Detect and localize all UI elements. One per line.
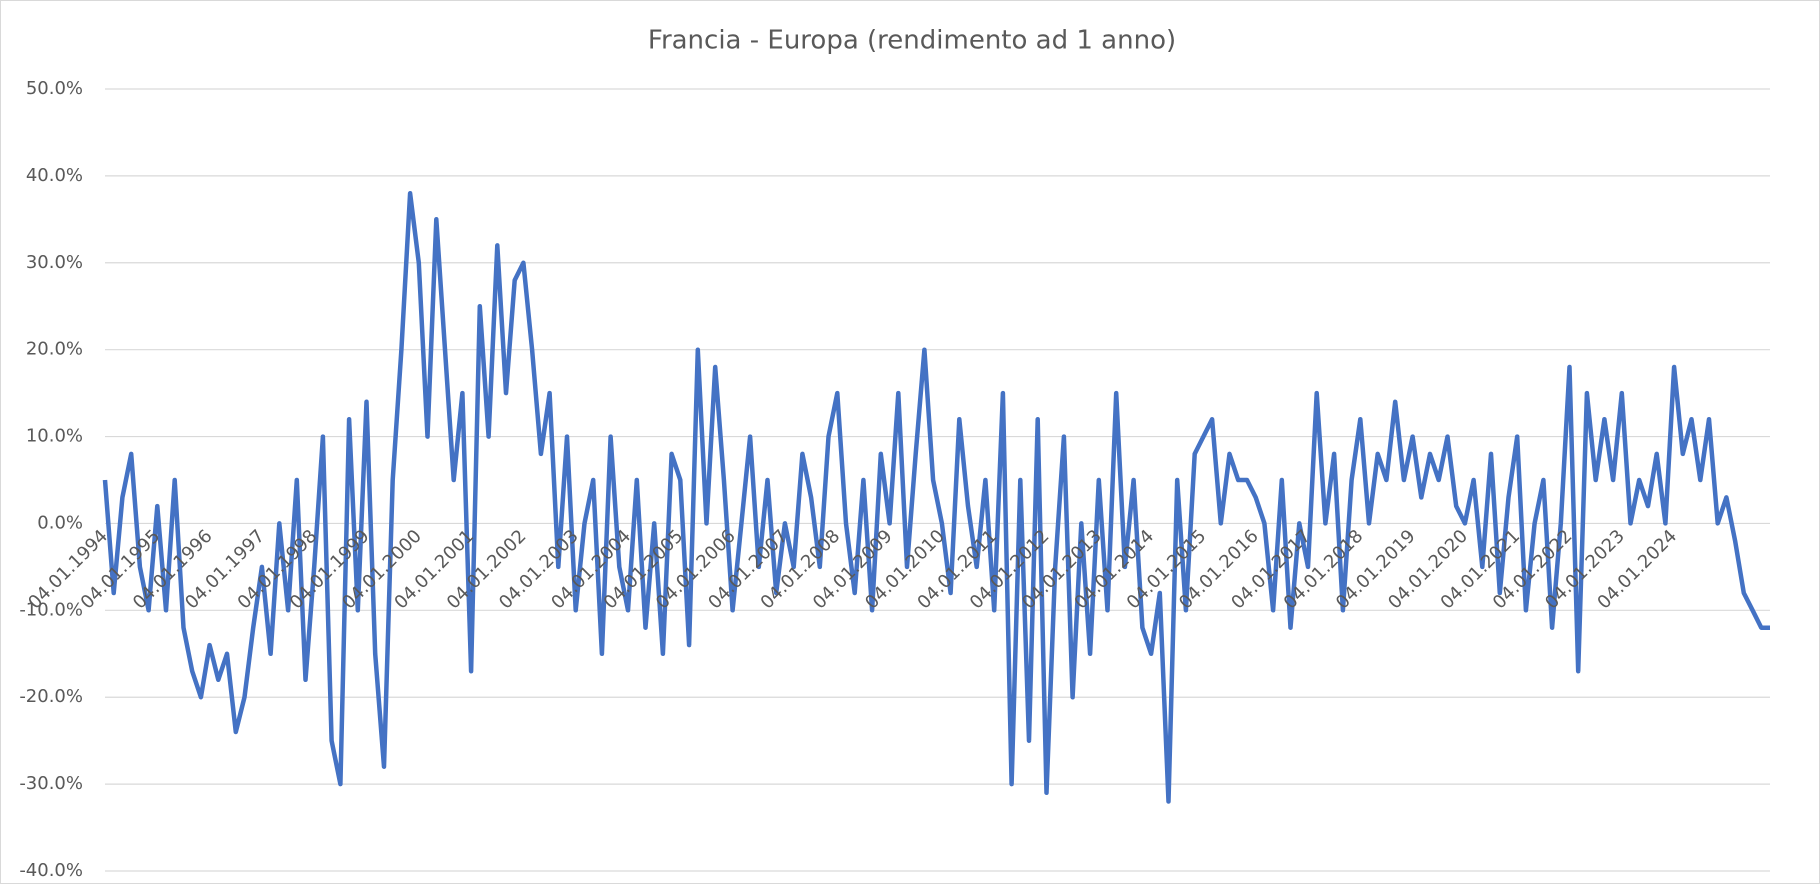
y-tick-label: -20.0% <box>19 686 83 707</box>
y-tick-label: 40.0% <box>26 165 83 186</box>
y-tick-label: -40.0% <box>19 860 83 881</box>
y-tick-label: 0.0% <box>37 512 83 533</box>
y-tick-label: 30.0% <box>26 252 83 273</box>
chart-title: Francia - Europa (rendimento ad 1 anno) <box>648 26 1176 56</box>
y-tick-label: -10.0% <box>19 599 83 620</box>
y-tick-label: 50.0% <box>26 78 83 99</box>
y-tick-label: 20.0% <box>26 339 83 360</box>
data-line <box>102 191 1770 804</box>
y-tick-label: 10.0% <box>26 426 83 447</box>
y-tick-label: -30.0% <box>19 773 83 794</box>
